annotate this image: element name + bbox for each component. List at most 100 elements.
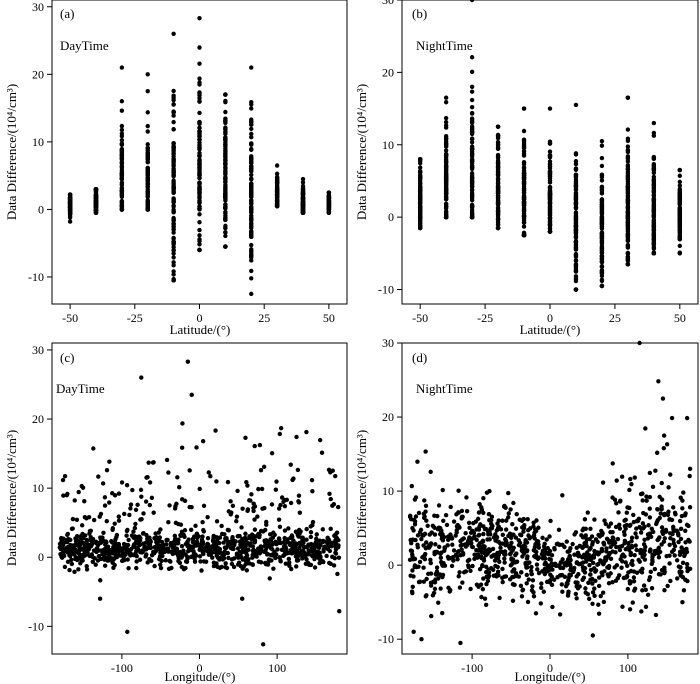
panel-d-data-point [630, 562, 635, 568]
panel-d-xtick-label: 0 [547, 661, 553, 675]
panel-d-data-point [480, 564, 485, 569]
panel-c-data-point [288, 462, 293, 467]
panel-c-data-point [288, 542, 293, 548]
panel-c-data-point [312, 542, 317, 547]
panel-c-data-point [151, 510, 156, 515]
panel-c-data-point [264, 538, 269, 543]
panel-b-data-point [521, 145, 527, 151]
panel-c-data-point [194, 540, 199, 546]
panel-c-data-point [208, 552, 213, 557]
panel-a-data-point [171, 240, 176, 246]
panel-c-data-point [97, 540, 102, 545]
panel-d-data-point [590, 542, 595, 547]
panel-d-data-point [624, 522, 629, 528]
panel-a-data-point [197, 247, 202, 253]
panel-d-data-point [601, 599, 607, 605]
panel-c-data-point [164, 542, 169, 547]
panel-d-data-point [581, 552, 587, 557]
panel-d-data-point [555, 575, 560, 580]
panel-c-data-point [244, 551, 249, 556]
panel-b-data-point [495, 213, 501, 219]
panel-d-data-point [573, 530, 579, 535]
panel-c-data-point [132, 534, 138, 539]
panel-c-data-point [256, 531, 261, 537]
panel-b-data-point [625, 255, 631, 261]
panel-d-data-point [563, 584, 569, 589]
panel-d-data-point [459, 547, 464, 552]
panel-b-data-point [469, 69, 475, 75]
panel-d-data-point [557, 612, 563, 617]
panel-a-data-point [274, 177, 280, 183]
panel-c-data-point [287, 560, 292, 565]
panel-d-data-point [451, 519, 457, 524]
panel-a-data-point [171, 235, 176, 241]
panel-a-data-point [67, 208, 73, 213]
panel-d-data-point [590, 590, 596, 595]
panel-a-data-point [197, 212, 202, 217]
panel-c-data-point [76, 551, 82, 556]
panel-d-data-point [583, 590, 588, 595]
panel-b-data-point [521, 128, 527, 134]
panel-d-data-point [509, 532, 514, 537]
panel-c-data-point [335, 571, 340, 577]
panel-b-data-point [573, 102, 579, 108]
panel-d-data-point [686, 537, 691, 543]
panel-c-data-point [119, 480, 125, 485]
panel-b-data-point [677, 188, 683, 193]
panel-d-data-point [622, 538, 628, 543]
panel-a-data-point [119, 168, 125, 173]
panel-c-data-point [76, 541, 82, 546]
panel-c-data-point [79, 558, 85, 563]
panel-c-data-point [277, 524, 283, 529]
panel-d-data-point [685, 578, 690, 584]
panel-d-data-point [646, 523, 651, 528]
panel-c-data-point [205, 514, 210, 520]
panel-d-data-point [503, 537, 508, 542]
panel-c-data-point [200, 439, 206, 444]
panel-c-data-point [61, 536, 66, 541]
panel-d-data-point [507, 577, 513, 582]
panel-d-data-point [606, 574, 611, 579]
panel-b-data-point [651, 222, 657, 227]
panel-c-data-point [186, 543, 192, 548]
panel-d-data-point [514, 559, 520, 564]
panel-c-data-point [111, 565, 116, 571]
panel-c-data-point [283, 544, 288, 550]
panel-d-data-point [503, 505, 508, 510]
panel-d-data-point [418, 527, 424, 533]
panel-a-data-point [197, 45, 202, 50]
panel-c-data-point [206, 470, 211, 475]
panel-c-data-point [327, 548, 333, 554]
panel-d-data-point [546, 563, 552, 568]
panel-a-data-point [223, 157, 228, 162]
panel-d-data-point [481, 510, 486, 515]
panel-b-data-point [573, 205, 579, 210]
panel-c-data-point [126, 537, 131, 543]
panel-d-data-point [628, 568, 634, 574]
panel-c-data-point [201, 559, 207, 564]
panel-d-data-point [610, 529, 615, 535]
panel-d-data-point [596, 561, 601, 567]
panel-c-data-point [223, 561, 228, 566]
panel-c-data-point [223, 564, 228, 570]
panel-c-data-point [77, 555, 82, 560]
panel-c-data-point [298, 529, 303, 534]
panel-a-data-point [145, 181, 150, 186]
panel-c-data-point [189, 392, 194, 398]
panel-d-data-point [422, 553, 427, 558]
panel-d-data-point [447, 589, 452, 594]
panel-d-points [407, 340, 693, 646]
panel-c-data-point [211, 533, 216, 539]
panel-b-data-point [651, 203, 657, 208]
panel-a-data-point [249, 164, 254, 169]
panel-d-data-point [532, 536, 537, 541]
panel-d-data-point [641, 583, 647, 588]
panel-d-data-point [587, 562, 592, 568]
panel-c-data-point [189, 547, 195, 552]
panel-d-data-point [480, 586, 486, 592]
panel-a-data-point [249, 126, 254, 132]
panel-a-data-point [249, 65, 254, 70]
panel-c-data-point [125, 629, 130, 635]
panel-c-data-point [128, 553, 133, 558]
